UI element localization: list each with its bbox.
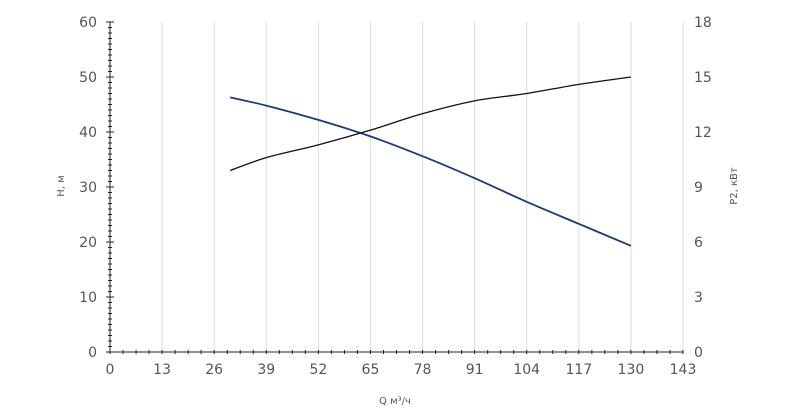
labels-layer: Q м³/ч H, м P2, кВт 0 13 26 39 52 65 78 91 104 11… bbox=[56, 15, 740, 407]
power-curve-line bbox=[229, 76, 632, 172]
x-tick-label: 130 bbox=[618, 362, 645, 378]
x-tick-label: 91 bbox=[466, 362, 484, 378]
x-tick-label: 0 bbox=[106, 362, 115, 378]
y2-tick-label: 15 bbox=[694, 70, 712, 86]
axes-layer bbox=[106, 21, 684, 354]
y2-axis-title: P2, кВт bbox=[729, 167, 740, 205]
x-tick-label: 39 bbox=[257, 362, 275, 378]
x-tick-label: 13 bbox=[153, 362, 171, 378]
y-tick-label: 30 bbox=[79, 180, 97, 196]
y2-tick-label: 0 bbox=[694, 345, 703, 361]
x-tick-label: 104 bbox=[513, 362, 540, 378]
x-tick-label: 143 bbox=[670, 362, 697, 378]
x-tick-label: 65 bbox=[362, 362, 380, 378]
y2-tick-label: 12 bbox=[694, 125, 712, 141]
y2-tick-label: 18 bbox=[694, 15, 712, 31]
y-tick-label: 60 bbox=[79, 15, 97, 31]
y-axis-title: H, м bbox=[56, 175, 67, 196]
y2-tick-label: 6 bbox=[694, 235, 703, 251]
x-tick-label: 26 bbox=[205, 362, 223, 378]
grid-layer bbox=[161, 22, 684, 352]
x-tick-label: 78 bbox=[414, 362, 432, 378]
y-tick-label: 0 bbox=[88, 345, 97, 361]
y2-tick-label: 9 bbox=[694, 180, 703, 196]
head-curve-line bbox=[230, 96, 632, 247]
y-tick-label: 50 bbox=[79, 70, 97, 86]
y-tick-label: 20 bbox=[79, 235, 97, 251]
y2-tick-label: 3 bbox=[694, 290, 703, 306]
y-tick-label: 10 bbox=[79, 290, 97, 306]
x-tick-label: 52 bbox=[309, 362, 327, 378]
y-tick-label: 40 bbox=[79, 125, 97, 141]
x-tick-label: 117 bbox=[565, 362, 592, 378]
x-axis-title: Q м³/ч bbox=[379, 396, 411, 407]
series-layer bbox=[229, 76, 632, 247]
